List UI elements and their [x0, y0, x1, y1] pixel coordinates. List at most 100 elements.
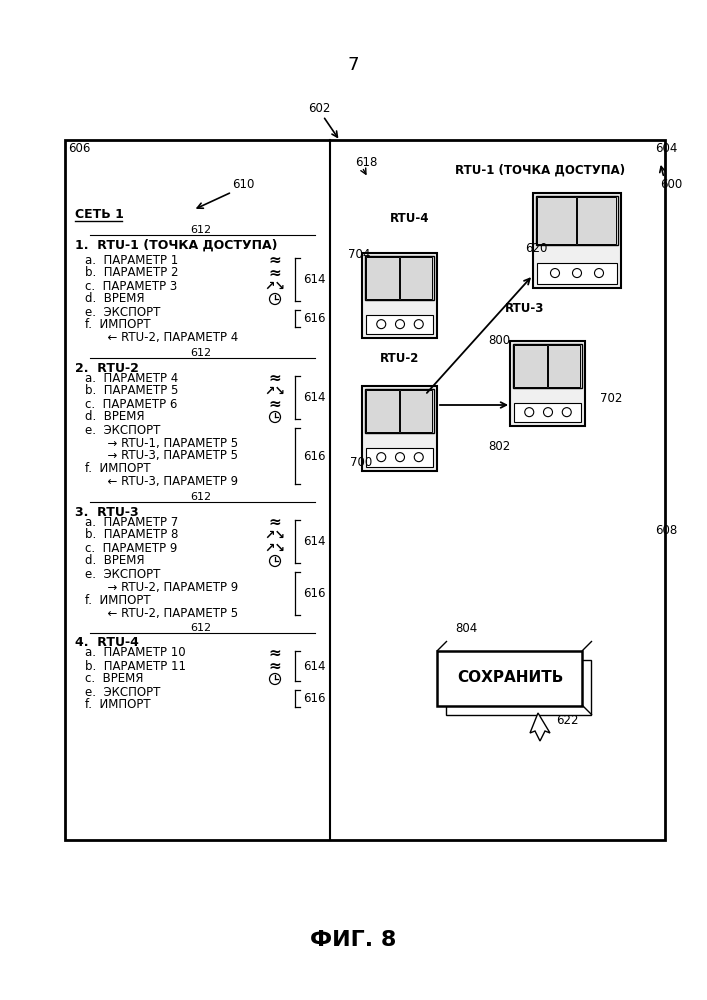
Text: ≈: ≈	[269, 514, 281, 530]
Text: f.  ИМПОРТ: f. ИМПОРТ	[85, 462, 151, 476]
Text: c.  ВРЕМЯ: c. ВРЕМЯ	[85, 672, 144, 686]
Text: СОХРАНИТЬ: СОХРАНИТЬ	[457, 670, 563, 686]
Bar	[363, 385, 438, 471]
Bar	[510, 340, 585, 426]
Text: b.  ПАРАМЕТР 5: b. ПАРАМЕТР 5	[85, 384, 178, 397]
Text: a.  ПАРАМЕТР 7: a. ПАРАМЕТР 7	[85, 516, 178, 528]
Text: ≈: ≈	[269, 252, 281, 267]
Text: 614: 614	[303, 660, 325, 672]
Text: d.  ВРЕМЯ: d. ВРЕМЯ	[85, 554, 144, 568]
Text: e.  ЭКСПОРТ: e. ЭКСПОРТ	[85, 424, 160, 436]
Circle shape	[395, 320, 404, 329]
Circle shape	[414, 453, 423, 462]
Text: 612: 612	[190, 348, 211, 358]
Text: 616: 616	[303, 692, 325, 705]
Text: ≈: ≈	[269, 646, 281, 660]
Bar	[548, 344, 580, 387]
Text: 604: 604	[655, 141, 677, 154]
Text: ≈: ≈	[269, 658, 281, 674]
Text: RTU-2: RTU-2	[380, 352, 419, 364]
Text: 614: 614	[303, 391, 325, 404]
Text: 616: 616	[303, 312, 325, 325]
Bar	[366, 389, 399, 432]
Text: c.  ПАРАМЕТР 9: c. ПАРАМЕТР 9	[85, 542, 177, 554]
Circle shape	[551, 269, 559, 278]
Text: 700: 700	[350, 456, 373, 468]
Text: c.  ПАРАМЕТР 6: c. ПАРАМЕТР 6	[85, 397, 177, 410]
Circle shape	[525, 408, 534, 417]
Text: → RTU-3, ПАРАМЕТР 5: → RTU-3, ПАРАМЕТР 5	[85, 450, 238, 462]
Text: RTU-4: RTU-4	[390, 212, 429, 225]
Text: 704: 704	[348, 248, 370, 261]
Text: c.  ПАРАМЕТР 3: c. ПАРАМЕТР 3	[85, 279, 177, 292]
Text: 800: 800	[488, 334, 510, 347]
Text: 3.  RTU-3: 3. RTU-3	[75, 506, 139, 518]
Text: b.  ПАРАМЕТР 2: b. ПАРАМЕТР 2	[85, 266, 178, 279]
Text: f.  ИМПОРТ: f. ИМПОРТ	[85, 318, 151, 332]
Bar	[366, 448, 433, 466]
Text: → RTU-1, ПАРАМЕТР 5: → RTU-1, ПАРАМЕТР 5	[85, 436, 238, 450]
Text: 612: 612	[190, 492, 211, 502]
Text: 614: 614	[303, 273, 325, 286]
Text: 608: 608	[655, 524, 677, 536]
Text: 1.  RTU-1 (ТОЧКА ДОСТУПА): 1. RTU-1 (ТОЧКА ДОСТУПА)	[75, 238, 278, 251]
Bar	[515, 403, 581, 422]
Text: b.  ПАРАМЕТР 8: b. ПАРАМЕТР 8	[85, 528, 178, 542]
Text: 616: 616	[303, 587, 325, 600]
Text: ← RTU-3, ПАРАМЕТР 9: ← RTU-3, ПАРАМЕТР 9	[85, 476, 238, 488]
Text: → RTU-2, ПАРАМЕТР 9: → RTU-2, ПАРАМЕТР 9	[85, 580, 238, 593]
Text: ← RTU-2, ПАРАМЕТР 4: ← RTU-2, ПАРАМЕТР 4	[85, 332, 238, 344]
Text: 802: 802	[488, 440, 510, 454]
Bar	[515, 344, 547, 387]
Text: ← RTU-2, ПАРАМЕТР 5: ← RTU-2, ПАРАМЕТР 5	[85, 606, 238, 619]
Bar	[533, 192, 621, 288]
Text: f.  ИМПОРТ: f. ИМПОРТ	[85, 698, 151, 712]
Text: ≈: ≈	[269, 265, 281, 280]
Text: a.  ПАРАМЕТР 10: a. ПАРАМЕТР 10	[85, 647, 186, 660]
Bar	[438, 650, 583, 706]
Polygon shape	[530, 713, 550, 741]
Text: 620: 620	[525, 241, 547, 254]
Bar	[447, 660, 592, 714]
Text: d.  ВРЕМЯ: d. ВРЕМЯ	[85, 410, 144, 424]
Text: b.  ПАРАМЕТР 11: b. ПАРАМЕТР 11	[85, 660, 186, 672]
Text: e.  ЭКСПОРТ: e. ЭКСПОРТ	[85, 306, 160, 318]
Text: 616: 616	[303, 450, 325, 462]
Circle shape	[377, 453, 386, 462]
Bar	[400, 389, 433, 432]
Bar	[537, 196, 576, 244]
Text: 618: 618	[355, 155, 378, 168]
Bar	[366, 388, 435, 433]
Text: 614: 614	[303, 535, 325, 548]
Text: RTU-3: RTU-3	[505, 302, 544, 314]
Text: f.  ИМПОРТ: f. ИМПОРТ	[85, 593, 151, 606]
Text: 612: 612	[190, 225, 211, 235]
Circle shape	[414, 320, 423, 329]
Circle shape	[573, 269, 581, 278]
Bar	[537, 263, 617, 284]
Text: 600: 600	[660, 178, 682, 192]
Text: a.  ПАРАМЕТР 4: a. ПАРАМЕТР 4	[85, 371, 178, 384]
Text: 612: 612	[190, 623, 211, 633]
Text: ≈: ≈	[269, 396, 281, 412]
Text: 2.  RTU-2: 2. RTU-2	[75, 361, 139, 374]
Text: ↗↘: ↗↘	[264, 528, 286, 542]
Text: ↗↘: ↗↘	[264, 384, 286, 397]
Bar	[400, 256, 433, 299]
Bar	[366, 315, 433, 334]
Circle shape	[395, 453, 404, 462]
Text: СЕТЬ 1: СЕТЬ 1	[75, 209, 124, 222]
Bar	[513, 344, 583, 388]
Circle shape	[377, 320, 386, 329]
Text: e.  ЭКСПОРТ: e. ЭКСПОРТ	[85, 568, 160, 580]
Text: e.  ЭКСПОРТ: e. ЭКСПОРТ	[85, 686, 160, 698]
Text: 602: 602	[308, 102, 330, 114]
Text: 622: 622	[556, 714, 578, 728]
Text: ФИГ. 8: ФИГ. 8	[310, 930, 396, 950]
Text: 7: 7	[347, 56, 358, 74]
Circle shape	[562, 408, 571, 417]
Bar	[65, 140, 665, 840]
Bar	[536, 196, 618, 245]
Text: d.  ВРЕМЯ: d. ВРЕМЯ	[85, 292, 144, 306]
Bar	[363, 252, 438, 338]
